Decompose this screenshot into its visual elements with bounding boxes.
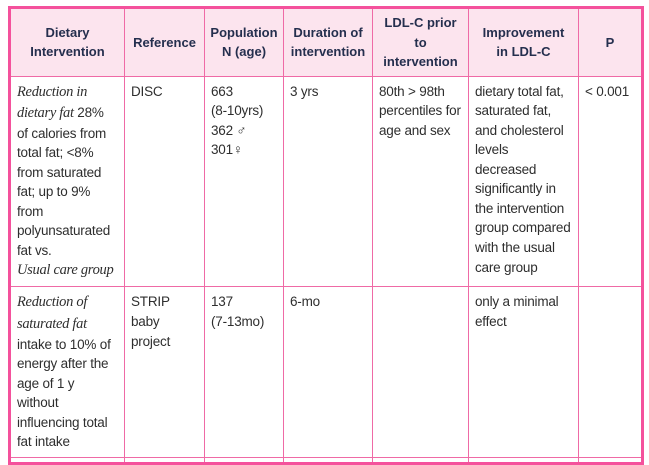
column-header-6: P <box>578 7 643 77</box>
table-cell: STRIP baby project <box>124 286 205 458</box>
italic-text: Reduction in dietary fat <box>17 83 88 121</box>
table-header: Dietary Intervention Reference Population … <box>9 7 643 77</box>
table-cell <box>372 456 469 464</box>
table-cell: dietary total fat, saturated fat, and ch… <box>468 75 579 288</box>
table-cell: Reduction in dietary fat 28% of calories… <box>9 75 125 288</box>
table-cell <box>204 456 284 464</box>
table-cell: DISC <box>124 75 205 288</box>
italic-text: Reduction of saturated fat <box>17 294 88 332</box>
column-header-1: Reference <box>124 7 205 77</box>
table-cell <box>9 456 125 464</box>
italic-text: Usual care group <box>17 262 114 279</box>
table-cell: < 0.001 <box>578 75 643 288</box>
table-row: Reduction in dietary fat 28% of calories… <box>9 75 643 288</box>
table-cell <box>468 456 579 464</box>
body-text: intake to 10% of energy after the age of… <box>17 336 111 450</box>
table-cell: 663 (8-10yrs) 362 ♂ 301♀ <box>204 75 284 288</box>
table-body: Reduction in dietary fat 28% of calories… <box>9 75 643 464</box>
table-cell <box>578 456 643 464</box>
column-header-0: Dietary Intervention <box>9 7 125 77</box>
header-row: Dietary Intervention Reference Population … <box>9 7 643 77</box>
table-row: Reduction of saturated fat intake to 10%… <box>9 286 643 458</box>
table-cell <box>578 286 643 458</box>
table-cell <box>283 456 373 464</box>
column-header-2: Population N (age) <box>204 7 284 77</box>
table-cell: only a minimal effect <box>468 286 579 458</box>
table-cell: 3 yrs <box>283 75 373 288</box>
table-cell: 137 (7-13mo) <box>204 286 284 458</box>
column-header-4: LDL-C prior to intervention <box>372 7 469 77</box>
table-cell <box>124 456 205 464</box>
column-header-3: Duration of intervention <box>283 7 373 77</box>
table-row <box>9 456 643 464</box>
table-cell: 80th > 98th percentiles for age and sex <box>372 75 469 288</box>
column-header-5: Improvement in LDL-C <box>468 7 579 77</box>
table-cell: 6-mo <box>283 286 373 458</box>
dietary-interventions-table: Dietary Intervention Reference Population … <box>8 6 644 465</box>
table-cell <box>372 286 469 458</box>
body-text: 28% of calories from total fat; <8% from… <box>17 104 111 258</box>
table-cell: Reduction of saturated fat intake to 10%… <box>9 286 125 458</box>
